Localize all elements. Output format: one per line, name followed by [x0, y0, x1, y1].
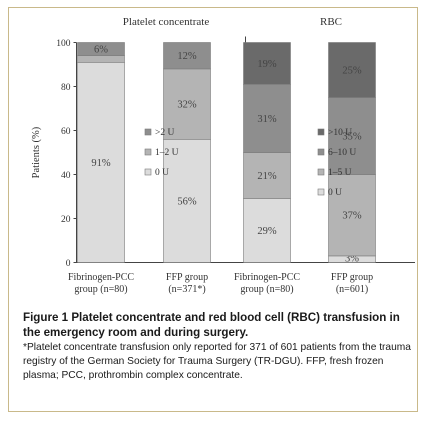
legend-label: 6–10 U [328, 148, 356, 158]
panel-title: RBC [320, 16, 342, 28]
y-axis-label: Patients (%) [31, 126, 42, 178]
legend-swatch [144, 128, 152, 136]
bar-segment [243, 42, 291, 85]
category-label: FFP group [166, 272, 208, 283]
data-label: 6% [94, 45, 108, 56]
data-label: 91% [91, 158, 111, 169]
data-label: 3% [345, 254, 359, 265]
bar-segment [243, 198, 291, 263]
data-label: 32% [177, 100, 197, 111]
figure-caption: Figure 1 Platelet concentrate and red bl… [23, 310, 419, 383]
legend-swatch [144, 168, 152, 176]
data-label: 56% [177, 196, 197, 207]
legend-swatch [144, 148, 152, 156]
data-label: 21% [257, 171, 277, 182]
category-label: (n=601) [336, 284, 368, 295]
y-tick-label: 20 [61, 215, 71, 225]
legend-swatch [317, 168, 325, 176]
legend-label: 1–5 U [328, 168, 352, 178]
bar-segment [328, 97, 376, 175]
category-label: (n=371*) [168, 284, 205, 295]
legend-label: 0 U [155, 168, 169, 178]
legend-swatch [317, 148, 325, 156]
bar-segment [163, 42, 211, 70]
data-label: 25% [342, 66, 362, 77]
legend-label: >2 U [155, 128, 174, 138]
bar-segment [77, 42, 125, 56]
bar-segment [243, 152, 291, 200]
y-tick-label: 80 [61, 83, 71, 93]
y-tick-label: 100 [56, 39, 71, 49]
legend-swatch [317, 188, 325, 196]
legend-label: 0 U [328, 188, 342, 198]
y-tick-label: 60 [61, 127, 71, 137]
caption-title: Figure 1 Platelet concentrate and red bl… [23, 311, 400, 339]
y-tick-label: 40 [61, 171, 71, 181]
data-label: 12% [177, 51, 197, 62]
data-label: 31% [257, 114, 277, 125]
data-label: 35% [342, 132, 362, 143]
figure-frame: 0 20 40 60 80 100 Patients (%) Platelet concent… [8, 7, 418, 412]
bar-segment [328, 174, 376, 257]
legend-swatch [317, 128, 325, 136]
y-tick-label: 0 [66, 259, 71, 269]
bar-segment [163, 139, 211, 263]
bar-segment [77, 61, 125, 263]
legend-label: >10 U [328, 128, 352, 138]
category-label: FFP group [331, 272, 373, 283]
bar-segment [328, 42, 376, 98]
bar-segment [77, 55, 125, 63]
category-label: Fibrinogen-PCC [68, 272, 134, 283]
legend-label: 1–2 U [155, 148, 179, 158]
data-label: 19% [257, 59, 277, 70]
category-label: group (n=80) [74, 284, 127, 295]
data-label: 29% [257, 226, 277, 237]
caption-note: *Platelet concentrate transfusion only r… [23, 342, 411, 381]
stacked-bar-chart: 0 20 40 60 80 100 Patients (%) Platelet concent… [31, 16, 415, 295]
data-label: 37% [342, 211, 362, 222]
category-label: group (n=80) [240, 284, 293, 295]
category-label: Fibrinogen-PCC [234, 272, 300, 283]
panel-title: Platelet concentrate [123, 16, 210, 28]
bar-segment [243, 84, 291, 153]
